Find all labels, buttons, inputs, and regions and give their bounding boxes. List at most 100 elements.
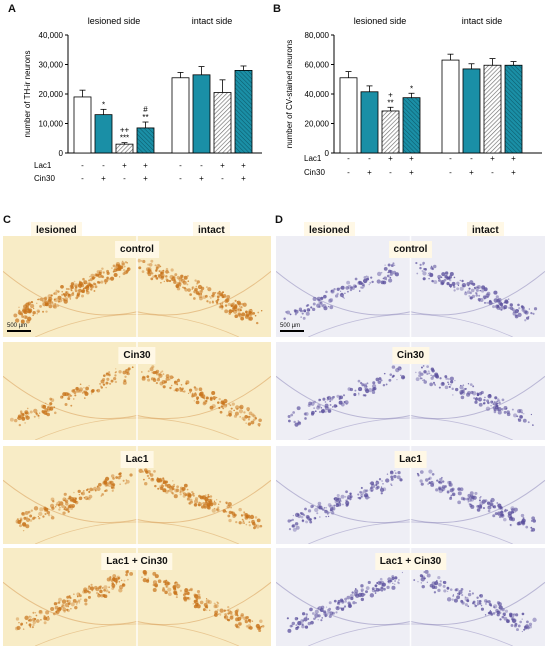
bar (73, 96, 92, 154)
group-label: intact side (192, 16, 233, 26)
y-tick-label: 0 (59, 149, 64, 158)
lac1-sign: - (347, 154, 350, 163)
condition-label: Cin30 (391, 347, 430, 364)
significance-mark: # (143, 105, 148, 114)
cin30-sign: - (123, 174, 126, 183)
chart-a: 0 10,000 20,000 30,000 40,000 number of TH-ir… (23, 16, 262, 183)
condition-label: Cin30 (118, 347, 156, 364)
y-axis-label: number of TH-ir neurons (23, 51, 32, 138)
group-label: lesioned side (88, 16, 141, 26)
lac1-sign: + (220, 161, 225, 170)
lac1-sign: + (143, 161, 148, 170)
y-tick-label: 40,000 (39, 31, 64, 40)
bar (94, 114, 113, 154)
lac1-sign: - (449, 154, 452, 163)
panel-letter-b: B (273, 3, 281, 15)
y-tick-label: 30,000 (39, 61, 64, 70)
cin30-sign: - (81, 174, 84, 183)
condition-label: Lac1 + Cin30 (101, 553, 173, 570)
group-label: lesioned side (354, 16, 407, 26)
lac1-sign: + (241, 161, 246, 170)
condition-label: Lac1 (394, 451, 427, 468)
histology-drawing (276, 342, 545, 440)
condition-label: control (388, 241, 433, 258)
lac1-sign: + (511, 154, 516, 163)
cin30-sign: + (511, 168, 516, 177)
bar (360, 91, 379, 154)
significance-mark: + (388, 90, 393, 99)
significance-mark: ** (142, 113, 148, 122)
lac1-sign: - (179, 161, 182, 170)
side-label-lesioned: lesioned (304, 222, 355, 239)
chart-b: 0 20,000 40,000 60,000 80,000 number of CV-st… (285, 16, 542, 177)
y-tick-label: 20,000 (305, 120, 330, 129)
lac1-sign: - (200, 161, 203, 170)
lac1-sign: + (490, 154, 495, 163)
y-tick-label: 20,000 (39, 90, 64, 99)
bar (381, 110, 400, 154)
panel-letter-a: A (8, 3, 16, 15)
y-tick-label: 80,000 (305, 31, 330, 40)
cin30-sign: + (199, 174, 204, 183)
lac1-sign: + (122, 161, 127, 170)
row-label-lac1: Lac1 (304, 154, 322, 163)
histology-drawing (3, 342, 271, 440)
histology-drawing (276, 548, 545, 646)
cin30-sign: - (221, 174, 224, 183)
scale-bar: 500 µm (7, 323, 31, 332)
row-label-cin30: Cin30 (304, 168, 325, 177)
lac1-sign: - (81, 161, 84, 170)
bar (171, 77, 190, 154)
cin30-sign: - (491, 168, 494, 177)
bar (504, 64, 523, 154)
side-label-intact: intact (467, 222, 504, 239)
cin30-sign: + (409, 168, 414, 177)
significance-mark: ** (387, 98, 393, 107)
histology-drawing (3, 236, 271, 337)
histology-image-lac1 (3, 446, 271, 544)
group-label: intact side (462, 16, 503, 26)
y-tick-label: 40,000 (305, 90, 330, 99)
bar (136, 127, 155, 154)
lac1-sign: - (102, 161, 105, 170)
y-tick-label: 0 (325, 149, 330, 158)
cin30-sign: + (101, 174, 106, 183)
bar (483, 64, 502, 154)
lac1-sign: - (368, 154, 371, 163)
scale-bar-label: 500 µm (280, 323, 301, 329)
cin30-sign: + (469, 168, 474, 177)
bar (213, 92, 232, 154)
cin30-sign: + (143, 174, 148, 183)
lac1-sign: - (470, 154, 473, 163)
histology-drawing (3, 446, 271, 544)
side-label-lesioned: lesioned (31, 222, 82, 239)
y-tick-label: 10,000 (39, 120, 64, 129)
row-label-cin30: Cin30 (34, 174, 55, 183)
significance-mark: ++ (120, 126, 130, 135)
condition-label: Lac1 + Cin30 (374, 553, 447, 570)
bar (462, 68, 481, 154)
cin30-sign: - (347, 168, 350, 177)
bar (234, 70, 253, 154)
panel-letter-c: C (3, 214, 11, 226)
condition-label: control (115, 241, 159, 258)
histology-drawing (276, 446, 545, 544)
lac1-sign: + (388, 154, 393, 163)
scale-bar-label: 500 µm (7, 323, 28, 329)
side-label-intact: intact (193, 222, 230, 239)
bar (339, 77, 358, 154)
significance-mark: * (102, 100, 105, 109)
significance-mark: * (410, 84, 413, 93)
bar (115, 143, 134, 154)
y-axis-label: number of CV-stained neurons (285, 40, 294, 149)
row-label-lac1: Lac1 (34, 161, 52, 170)
cin30-sign: - (179, 174, 182, 183)
bar (402, 97, 421, 154)
scale-bar: 500 µm (280, 323, 304, 332)
cin30-sign: + (241, 174, 246, 183)
bar (192, 74, 211, 154)
cin30-sign: - (389, 168, 392, 177)
lac1-sign: + (409, 154, 414, 163)
panel-letter-d: D (275, 214, 283, 226)
cin30-sign: - (449, 168, 452, 177)
